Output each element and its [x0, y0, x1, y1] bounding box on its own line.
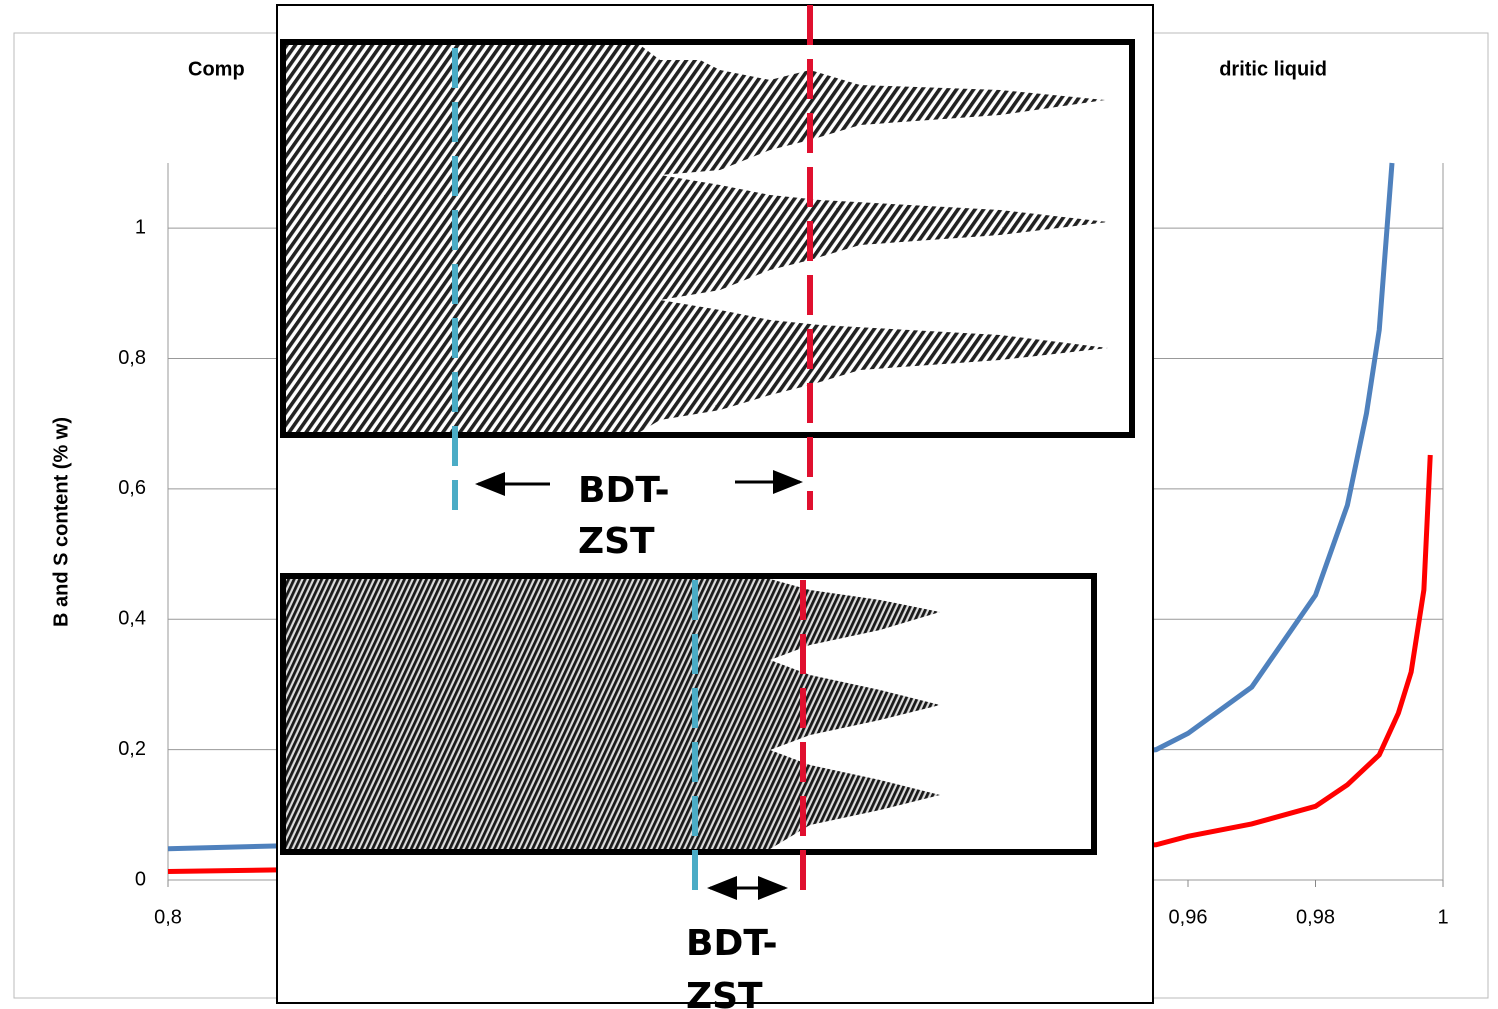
y-tick-label: 0,8 [118, 347, 146, 369]
overlay-label: ZST [578, 521, 655, 562]
y-tick-label: 0 [135, 868, 146, 890]
y-tick-label: 1 [135, 216, 146, 238]
overlay-label: BDT- [578, 470, 670, 511]
overlay-figure: BDT- ZST BDT- ZST [276, 4, 1154, 1009]
title-right: dritic liquid [1219, 58, 1327, 80]
x-tick-label: 0,96 [1169, 906, 1208, 928]
y-tick-label: 0,2 [118, 738, 146, 760]
y-tick-label: 0,4 [118, 608, 146, 630]
overlay-label: ZST [686, 976, 763, 1009]
y-axis-label: B and S content (% w) [50, 417, 72, 627]
x-tick-label: 0,98 [1296, 906, 1335, 928]
overlay-label: BDT- [686, 923, 778, 964]
title-left: Comp [188, 58, 245, 80]
x-tick-label: 1 [1437, 906, 1448, 928]
y-tick-label: 0,6 [118, 477, 146, 499]
dendrites-top [286, 45, 1108, 432]
x-tick-label: 0,8 [154, 906, 182, 928]
dendrites-bottom [286, 579, 940, 849]
